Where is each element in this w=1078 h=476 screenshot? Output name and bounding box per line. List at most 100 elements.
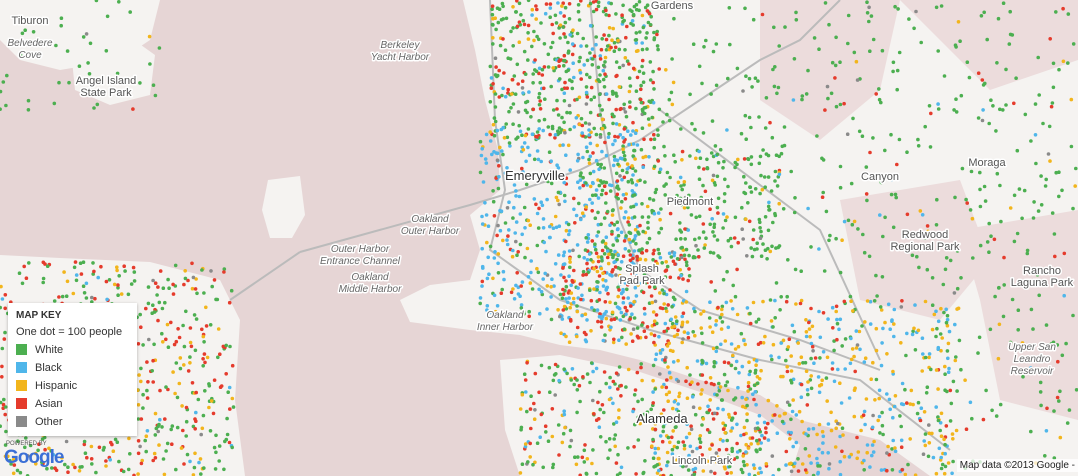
dot — [608, 273, 612, 277]
dot — [225, 416, 229, 421]
dot — [503, 48, 508, 52]
dot — [743, 342, 747, 347]
dot — [799, 395, 804, 400]
dot — [861, 413, 866, 418]
attribution[interactable]: Map data ©2013 Google - — [956, 459, 1078, 472]
dot — [708, 376, 713, 380]
dot — [722, 192, 727, 196]
dot — [684, 300, 689, 304]
dot — [985, 37, 989, 42]
dot — [514, 189, 518, 193]
dot — [807, 327, 812, 331]
dot — [761, 341, 766, 345]
dot — [818, 356, 822, 360]
dot — [556, 253, 561, 257]
dot — [543, 97, 547, 101]
dot — [71, 462, 75, 467]
dot — [524, 100, 528, 105]
dot — [602, 370, 607, 374]
dot — [628, 231, 633, 235]
dot — [626, 446, 630, 450]
dot — [701, 469, 706, 473]
dot — [540, 292, 545, 297]
dot — [702, 45, 706, 49]
dot — [554, 21, 559, 25]
dot — [984, 388, 988, 393]
dot — [212, 378, 217, 383]
dot — [890, 447, 894, 451]
dot — [782, 125, 787, 129]
dot — [751, 228, 756, 232]
dot — [575, 97, 579, 102]
dot — [515, 271, 519, 275]
dot — [643, 180, 647, 184]
dot — [512, 205, 516, 210]
dot — [532, 29, 536, 34]
dot — [590, 63, 595, 67]
dot — [792, 329, 797, 334]
dot — [1012, 193, 1017, 198]
dot — [625, 24, 629, 29]
dot — [485, 304, 490, 308]
dot — [638, 421, 642, 426]
dot — [890, 468, 895, 472]
dot — [146, 380, 150, 384]
dot — [742, 425, 747, 430]
dot — [940, 336, 944, 340]
dot — [748, 387, 753, 391]
dot — [562, 32, 566, 36]
dot — [128, 452, 132, 456]
dot — [1041, 121, 1045, 126]
dot — [169, 427, 173, 432]
dot — [205, 355, 210, 360]
dot — [758, 466, 762, 471]
dot — [755, 375, 760, 379]
dot — [891, 415, 895, 420]
dot — [867, 19, 871, 24]
dot — [502, 71, 506, 75]
dot — [853, 369, 857, 374]
place-label: State Park — [80, 87, 132, 99]
dot — [627, 142, 631, 147]
dot — [834, 426, 838, 431]
dot — [603, 140, 607, 145]
dot — [107, 278, 112, 282]
dot — [611, 340, 616, 345]
google-logo[interactable]: Google — [4, 447, 64, 468]
dot — [906, 462, 910, 467]
dot — [653, 299, 658, 304]
dot — [598, 290, 602, 295]
dot — [761, 299, 765, 304]
dot — [725, 380, 730, 384]
dot — [532, 197, 537, 201]
dot — [948, 388, 953, 393]
place-label: Gardens — [651, 0, 694, 12]
dot — [633, 422, 637, 427]
dot — [631, 327, 636, 332]
dot — [715, 152, 720, 157]
dot — [856, 450, 861, 454]
dot — [490, 12, 495, 17]
dot — [749, 442, 753, 446]
dot — [638, 257, 643, 262]
dot — [519, 284, 523, 288]
dot — [658, 217, 662, 222]
dot — [568, 444, 572, 449]
place-label: Alameda — [636, 411, 688, 426]
dot — [151, 380, 155, 384]
dot — [927, 104, 932, 108]
dot — [777, 172, 782, 177]
dot — [625, 309, 629, 313]
dot — [698, 406, 702, 411]
dot — [18, 470, 23, 475]
dot — [52, 299, 57, 303]
dot — [1012, 101, 1016, 106]
dot — [515, 253, 519, 257]
dot — [574, 116, 579, 120]
dot — [550, 277, 554, 282]
dot — [613, 265, 618, 269]
dot — [631, 256, 635, 261]
dot — [726, 361, 731, 365]
dot — [558, 143, 562, 148]
